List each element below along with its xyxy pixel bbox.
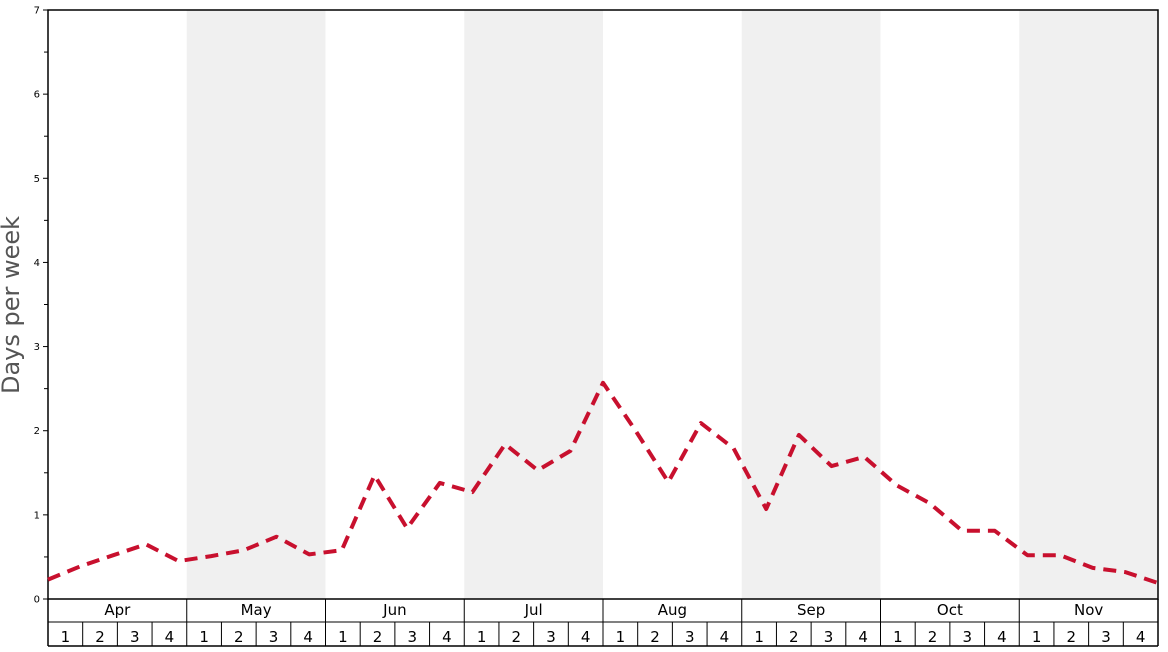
y-tick-label: 7 bbox=[34, 6, 40, 17]
y-tick-label: 2 bbox=[34, 426, 40, 437]
week-label: 2 bbox=[789, 628, 799, 646]
y-axis-label: Days per week bbox=[0, 216, 25, 394]
week-label: 2 bbox=[928, 628, 938, 646]
week-label: 3 bbox=[407, 628, 417, 646]
week-label: 3 bbox=[1101, 628, 1111, 646]
y-tick-label: 0 bbox=[34, 595, 40, 606]
month-band-nov bbox=[1019, 10, 1158, 599]
month-label-nov: Nov bbox=[1074, 601, 1103, 619]
week-label: 1 bbox=[1032, 628, 1042, 646]
month-label-oct: Oct bbox=[937, 601, 963, 619]
week-label: 1 bbox=[199, 628, 209, 646]
week-label: 3 bbox=[269, 628, 279, 646]
week-label: 4 bbox=[720, 628, 730, 646]
month-label-apr: Apr bbox=[104, 601, 131, 619]
month-band-sep bbox=[742, 10, 881, 599]
week-label: 3 bbox=[824, 628, 834, 646]
week-label: 4 bbox=[165, 628, 175, 646]
week-label: 2 bbox=[512, 628, 522, 646]
week-label: 4 bbox=[1136, 628, 1146, 646]
week-label: 2 bbox=[95, 628, 105, 646]
month-label-aug: Aug bbox=[658, 601, 687, 619]
month-shading bbox=[187, 10, 1158, 599]
week-label: 4 bbox=[858, 628, 868, 646]
week-label: 2 bbox=[1067, 628, 1077, 646]
y-tick-label: 5 bbox=[34, 174, 40, 185]
week-label: 1 bbox=[893, 628, 903, 646]
y-tick-label: 1 bbox=[34, 510, 40, 521]
month-band-jul bbox=[464, 10, 603, 599]
week-label: 3 bbox=[685, 628, 695, 646]
month-label-sep: Sep bbox=[797, 601, 825, 619]
y-tick-label: 6 bbox=[34, 90, 40, 101]
y-tick-label: 4 bbox=[34, 258, 40, 269]
week-label: 1 bbox=[61, 628, 71, 646]
week-label: 2 bbox=[650, 628, 660, 646]
week-label: 2 bbox=[373, 628, 383, 646]
week-label: 3 bbox=[546, 628, 556, 646]
week-label: 3 bbox=[962, 628, 972, 646]
month-label-jul: Jul bbox=[524, 601, 543, 619]
week-label: 1 bbox=[616, 628, 626, 646]
week-label: 1 bbox=[754, 628, 764, 646]
week-label: 3 bbox=[130, 628, 140, 646]
week-label: 4 bbox=[442, 628, 452, 646]
month-band-may bbox=[187, 10, 326, 599]
week-label: 4 bbox=[997, 628, 1007, 646]
week-label: 4 bbox=[303, 628, 313, 646]
month-label-may: May bbox=[241, 601, 272, 619]
y-tick-label: 3 bbox=[34, 342, 40, 353]
month-label-jun: Jun bbox=[382, 601, 406, 619]
week-label: 4 bbox=[581, 628, 591, 646]
week-label: 2 bbox=[234, 628, 244, 646]
week-label: 1 bbox=[477, 628, 487, 646]
week-label: 1 bbox=[338, 628, 348, 646]
